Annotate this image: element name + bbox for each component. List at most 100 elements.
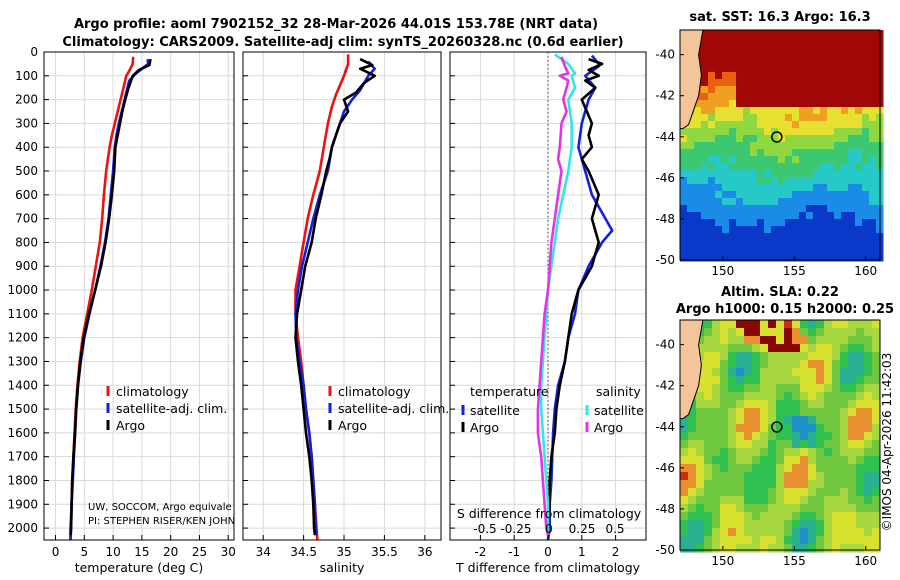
map-cell [872,376,881,385]
map-cell [813,37,821,45]
x-tick-label: 0 [52,545,60,559]
map-cell [813,100,821,108]
map-cell [827,198,835,206]
y-tick-label: -50 [655,253,675,267]
map-cell [855,107,863,115]
map-cell [848,37,856,45]
map-cell [806,219,814,227]
map-cell [824,544,833,553]
map-cell [855,65,863,73]
map-cell [728,424,737,433]
map-cell [712,424,721,433]
x-tick-label: 2 [612,545,620,559]
map-cell [701,149,709,157]
map-cell [720,424,729,433]
map-cell [736,226,744,234]
map-cell [771,240,779,248]
map-cell [694,233,702,241]
map-cell [784,512,793,521]
map-cell [864,408,873,417]
map-cell [776,432,785,441]
map-cell [715,100,723,108]
map-cell [784,528,793,537]
map-cell [752,344,761,353]
map-cell [736,156,744,164]
s-tick-label: 0.25 [569,522,596,536]
map-cell [752,384,761,393]
map-cell [808,352,817,361]
axes-frame [43,51,235,541]
map-cell [799,191,807,199]
map-cell [776,376,785,385]
map-cell [743,254,751,262]
map-cell [764,37,772,45]
map-cell [708,212,716,220]
map-cell [855,226,863,234]
map-cell [820,128,828,136]
map-cell [764,233,772,241]
map-cell [760,392,769,401]
map-cell [834,191,842,199]
map-cell [757,86,765,94]
map-cell [799,93,807,101]
map-cell [704,416,713,425]
map-cell [776,336,785,345]
series-line-2 [546,57,604,536]
legend-label: satellite [470,403,520,418]
map-cell [855,163,863,171]
map-cell [680,536,689,545]
map-cell [708,86,716,94]
map-frame [679,29,881,261]
map-cell [806,44,814,52]
map-cell [729,86,737,94]
map-cell [743,44,751,52]
map-cell [784,464,793,473]
map-cell [729,198,737,206]
map-cell [687,163,695,171]
map-cell [712,400,721,409]
y-tick-label: 0 [30,45,38,59]
map-cell [800,352,809,361]
map-cell [701,128,709,136]
map-cell [696,472,705,481]
map-cell [680,191,688,199]
map-cell [736,480,745,489]
map-cell [728,536,737,545]
map-cell [750,254,758,262]
map-cell [856,480,865,489]
map-cell [720,344,729,353]
map-cell [736,212,744,220]
map-cell [701,65,709,73]
map-cell [736,114,744,122]
map-cell [872,320,881,329]
map-cell [752,408,761,417]
map-cell [771,149,779,157]
map-cell [778,149,786,157]
map-cell [729,219,737,227]
map-cell [841,86,849,94]
map-cell [869,100,877,108]
map-cell [704,440,713,449]
map-cell [872,448,881,457]
map-cell [708,72,716,80]
map-cell [704,504,713,513]
map-cell [816,480,825,489]
map-cell [708,100,716,108]
map-cell [712,536,721,545]
map-cell [834,233,842,241]
y-tick-label: -42 [655,89,675,103]
map-cell [776,528,785,537]
map-cell [869,135,877,143]
x-axis-label: T difference from climatology [455,560,641,575]
map-cell [784,384,793,393]
map-cell [832,528,841,537]
map-cell [792,336,801,345]
map-cell [806,184,814,192]
map-cell [776,472,785,481]
map-cell [708,65,716,73]
map-cell [722,135,730,143]
map-cell [687,198,695,206]
y-tick-label: 1500 [7,402,38,416]
map-cell [720,416,729,425]
map-cell [715,184,723,192]
